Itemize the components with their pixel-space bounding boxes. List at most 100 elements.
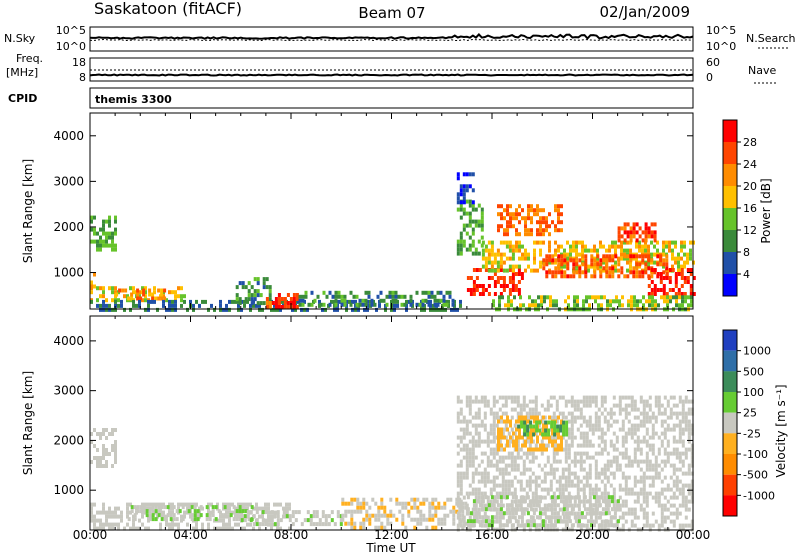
velocity-cell (651, 483, 655, 488)
power-cell (337, 294, 341, 299)
nsky-panel: N.Sky 10^5 10^0 10^5 10^0 N.Search (4, 24, 796, 53)
velocity-cell (386, 513, 390, 518)
power-cell (459, 203, 463, 208)
velocity-cell (645, 495, 649, 500)
velocity-cell (523, 432, 527, 437)
power-cell (650, 222, 654, 227)
velocity-cell (183, 514, 186, 519)
power-cell (503, 228, 506, 233)
power-cell (518, 244, 521, 249)
velocity-cell (552, 495, 556, 500)
velocity-cell (633, 399, 637, 404)
velocity-cell (138, 526, 141, 531)
velocity-cell (102, 452, 105, 456)
velocity-cell (639, 395, 643, 400)
velocity-cell (213, 518, 216, 523)
power-cell (459, 215, 463, 220)
velocity-cell (511, 495, 515, 500)
power-cell (393, 303, 396, 308)
power-cell (596, 262, 600, 267)
velocity-cell (654, 475, 658, 480)
velocity-cell (535, 515, 539, 520)
power-cell (439, 298, 443, 303)
velocity-cell (582, 443, 586, 448)
velocity-cell (504, 471, 508, 476)
velocity-cell (600, 411, 604, 416)
power-cell (609, 299, 612, 304)
velocity-cell (198, 506, 201, 511)
power-cell (468, 203, 472, 208)
velocity-cell (312, 514, 316, 519)
velocity-cell (413, 497, 417, 502)
velocity-cell (501, 503, 505, 508)
velocity-cell (519, 403, 523, 408)
velocity-cell (603, 491, 607, 496)
velocity-cell (550, 495, 554, 500)
power-cell (552, 299, 555, 304)
velocity-cell (666, 399, 670, 404)
power-cell (508, 244, 512, 249)
power-cell (573, 303, 576, 308)
power-cell (572, 266, 576, 271)
velocity-cell (579, 459, 583, 464)
velocity-cell (525, 455, 529, 460)
velocity-cell (595, 499, 599, 504)
velocity-cell (492, 451, 496, 456)
velocity-cell (480, 459, 484, 464)
velocity-cell (147, 506, 150, 511)
power-cell (502, 276, 506, 280)
velocity-cell (497, 435, 500, 440)
cpid-panel: CPID themis 3300 (8, 87, 694, 109)
power-cell (654, 299, 657, 304)
power-cell (303, 307, 306, 312)
power-cell (668, 280, 672, 284)
velocity-cell (483, 427, 487, 432)
power-colorbar-swatch (723, 142, 737, 164)
velocity-cell (456, 491, 460, 496)
velocity-cell (492, 399, 496, 404)
power-cell (484, 260, 488, 265)
freq-line (89, 73, 694, 77)
power-cell (644, 262, 648, 267)
velocity-cell (520, 519, 524, 524)
velocity-cell (585, 419, 589, 424)
velocity-cell (465, 467, 469, 472)
velocity-cell (612, 491, 616, 496)
velocity-cell (525, 439, 529, 444)
velocity-cell (489, 479, 493, 484)
nsearch-tick-bottom: 10^0 (706, 40, 736, 53)
velocity-cell (564, 399, 568, 404)
power-cell (487, 260, 491, 265)
power-cell (537, 303, 540, 308)
velocity-cell (459, 419, 463, 424)
velocity-cell (186, 522, 189, 527)
power-cell (677, 268, 680, 273)
velocity-cell (225, 502, 228, 507)
velocity-cell (585, 403, 589, 408)
power-cell (105, 231, 108, 236)
velocity-cell (518, 419, 521, 424)
velocity-cell (510, 395, 514, 400)
velocity-cell (498, 471, 502, 476)
velocity-cell (499, 515, 503, 520)
velocity-cell (518, 415, 521, 420)
velocity-cell (506, 419, 509, 424)
power-cell (585, 299, 588, 304)
velocity-cell (595, 495, 599, 500)
power-cell (683, 292, 687, 296)
velocity-cell (510, 463, 514, 468)
power-cell (511, 244, 515, 249)
velocity-cell (528, 451, 532, 456)
power-cell (609, 303, 612, 308)
velocity-cell (630, 395, 634, 400)
power-cell (617, 268, 620, 273)
velocity-cell (562, 420, 566, 425)
power-cell (608, 274, 612, 279)
power-cell (686, 252, 689, 257)
velocity-cell (186, 506, 189, 511)
power-cell (262, 301, 266, 306)
power-cell (484, 244, 488, 249)
velocity-cell (633, 511, 637, 516)
velocity-cell (93, 456, 96, 460)
